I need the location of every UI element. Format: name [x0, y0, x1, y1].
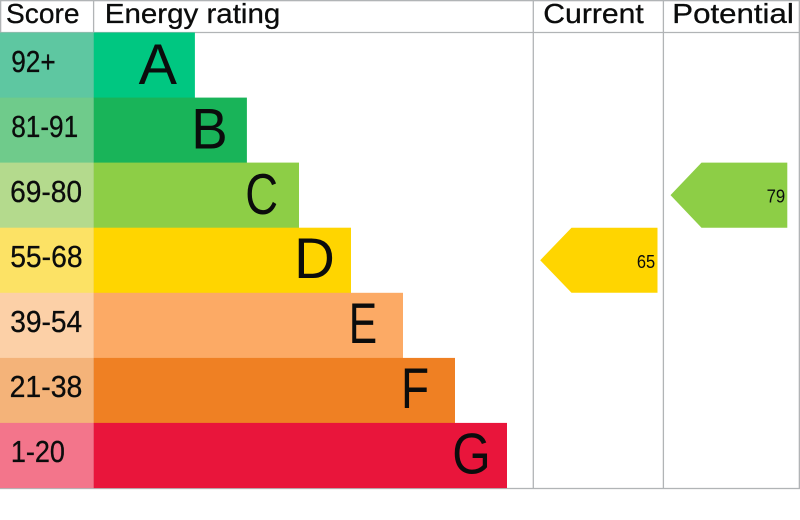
svg-text:A: A — [139, 33, 178, 97]
svg-text:39-54: 39-54 — [10, 305, 82, 339]
svg-text:Energy rating: Energy rating — [105, 0, 280, 29]
svg-text:B: B — [191, 96, 227, 161]
svg-text:21-38: 21-38 — [10, 370, 83, 404]
svg-text:G: G — [452, 422, 490, 486]
svg-text:55-68: 55-68 — [10, 240, 82, 274]
svg-text:F: F — [401, 357, 429, 421]
svg-text:79: 79 — [767, 187, 786, 207]
svg-text:65: 65 — [637, 252, 655, 272]
svg-text:E: E — [349, 291, 377, 356]
svg-text:Score: Score — [6, 0, 80, 29]
svg-text:92+: 92+ — [11, 45, 56, 79]
svg-text:D: D — [294, 226, 335, 291]
svg-text:69-80: 69-80 — [10, 175, 82, 209]
svg-text:C: C — [245, 162, 278, 226]
svg-text:Potential: Potential — [672, 0, 794, 29]
svg-text:81-91: 81-91 — [11, 110, 78, 144]
svg-text:Current: Current — [543, 0, 644, 29]
svg-text:1-20: 1-20 — [11, 435, 65, 469]
